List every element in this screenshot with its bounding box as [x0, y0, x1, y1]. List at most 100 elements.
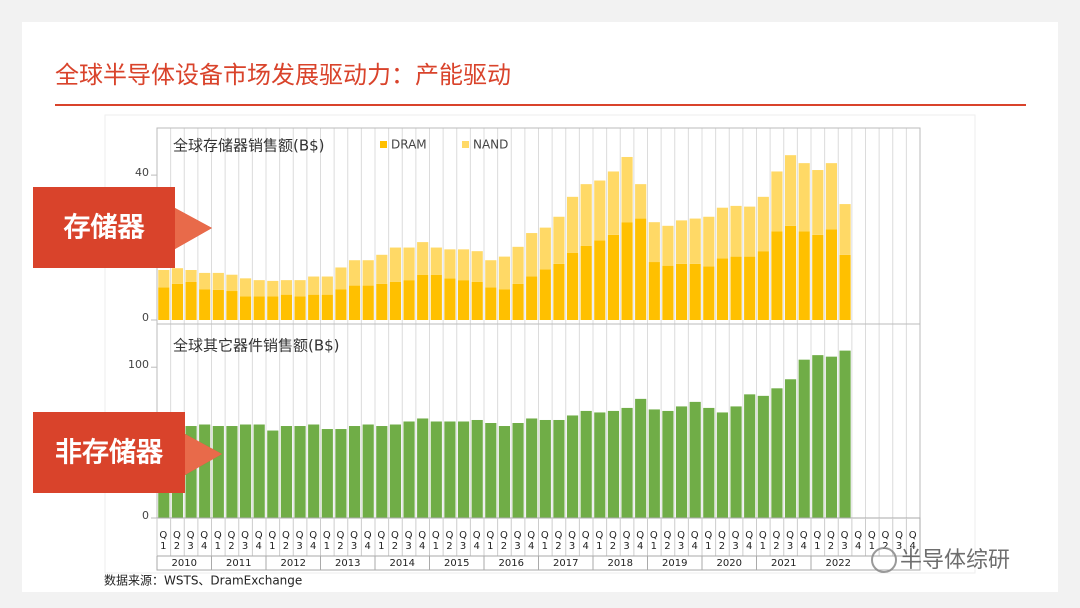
bar-segment [825, 229, 838, 320]
bar-segment [621, 222, 633, 320]
x-tick-label: Q3 [839, 530, 850, 552]
bar-segment [784, 155, 797, 226]
bar [689, 401, 701, 518]
bar-segment [744, 256, 756, 320]
bar [199, 424, 211, 518]
x-tick-label: Q2 [335, 530, 346, 552]
bar-segment [212, 272, 224, 290]
x-tick-label: Q2 [389, 530, 400, 552]
bar-segment [621, 156, 633, 223]
bar-segment [294, 296, 306, 320]
chart-title: 全球存储器销售额(B$) [173, 137, 325, 155]
bar [457, 421, 470, 518]
bar-segment [689, 218, 701, 264]
bar-segment [526, 233, 538, 277]
bar-segment [812, 234, 824, 320]
bar [812, 355, 824, 518]
x-tick-label: Q4 [253, 530, 264, 552]
x-tick-label: Q2 [226, 530, 237, 552]
bar-segment [267, 280, 279, 297]
year-label: 2016 [499, 558, 524, 569]
bar-segment [498, 256, 511, 290]
year-label: 2017 [553, 558, 578, 569]
bar-segment [594, 240, 606, 320]
year-label: 2022 [826, 558, 851, 569]
x-tick-label: Q3 [240, 530, 251, 552]
x-tick-label: Q1 [321, 530, 332, 552]
bar-segment [457, 280, 470, 320]
bar-segment [730, 205, 742, 257]
bar-segment [348, 285, 361, 320]
x-tick-label: Q1 [212, 530, 223, 552]
bar [212, 426, 224, 518]
bar-segment [594, 180, 606, 241]
bar [648, 409, 660, 518]
x-tick-label: Q1 [594, 530, 605, 552]
bar-segment [607, 234, 620, 320]
bar-segment [539, 227, 551, 270]
bar [348, 426, 361, 518]
x-tick-label: Q4 [308, 530, 319, 552]
bar-segment [566, 196, 579, 253]
bar [294, 426, 306, 518]
bar [566, 415, 579, 518]
bar [675, 406, 688, 518]
arrow-head [185, 434, 222, 475]
bar-segment [512, 246, 524, 284]
bar-segment [253, 296, 265, 320]
x-tick-label: Q3 [349, 530, 360, 552]
x-tick-label: Q3 [567, 530, 578, 552]
bar-segment [512, 283, 524, 320]
bar [498, 426, 511, 518]
x-tick-label: Q3 [894, 530, 905, 552]
x-tick-label: Q3 [458, 530, 469, 552]
bar-segment [703, 216, 715, 267]
bar [321, 429, 333, 518]
bar-segment [376, 254, 388, 284]
bar-segment [839, 204, 851, 255]
bar [662, 410, 674, 518]
bar [839, 350, 851, 518]
bar-segment [430, 247, 442, 275]
bar-segment [566, 252, 579, 320]
bar-segment [199, 289, 211, 320]
x-tick-label: Q1 [703, 530, 714, 552]
source-note: 数据来源：WSTS、DramExchange [104, 573, 302, 588]
bar [635, 398, 647, 518]
bar-segment [716, 207, 729, 259]
bar-segment [648, 222, 660, 263]
bar [539, 419, 551, 518]
bar [512, 423, 524, 518]
x-tick-label: Q4 [798, 530, 809, 552]
bar [376, 426, 388, 518]
legend-swatch [380, 141, 387, 148]
bar-segment [744, 206, 756, 257]
x-tick-label: Q4 [853, 530, 864, 552]
bar [335, 429, 347, 518]
bar-segment [212, 289, 224, 320]
bar-segment [771, 171, 783, 232]
x-tick-label: Q4 [471, 530, 482, 552]
bar-segment [226, 274, 238, 292]
bar-segment [730, 256, 742, 320]
bar-segment [675, 220, 688, 264]
x-tick-label: Q2 [880, 530, 891, 552]
bar-segment [771, 231, 783, 320]
y-tick-label: 100 [128, 358, 149, 371]
legend-swatch [462, 141, 469, 148]
bar-segment [798, 231, 810, 320]
x-tick-label: Q3 [621, 530, 632, 552]
bar [389, 424, 402, 518]
x-tick-label: Q1 [267, 530, 278, 552]
bar [239, 424, 252, 518]
x-tick-label: Q4 [744, 530, 755, 552]
y-tick-label: 0 [142, 509, 149, 522]
year-label: 2014 [390, 558, 415, 569]
x-tick-label: Q3 [512, 530, 523, 552]
bar-segment [239, 296, 252, 320]
bar-segment [635, 184, 647, 219]
bar [798, 359, 810, 518]
x-tick-label: Q2 [771, 530, 782, 552]
x-tick-label: Q1 [757, 530, 768, 552]
x-tick-label: Q4 [580, 530, 591, 552]
